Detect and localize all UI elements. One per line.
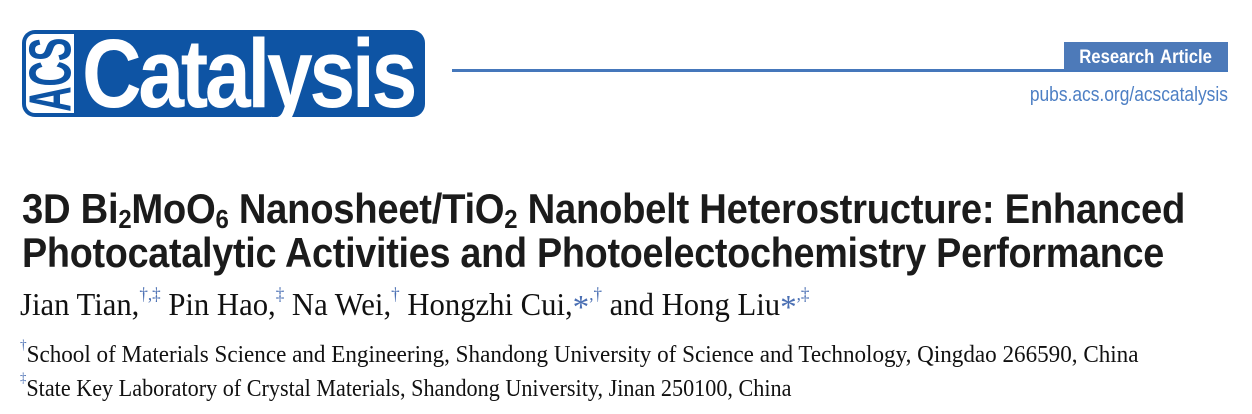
svg-text:Catalysis: Catalysis [82,19,414,128]
svg-text:ACS: ACS [18,38,84,112]
